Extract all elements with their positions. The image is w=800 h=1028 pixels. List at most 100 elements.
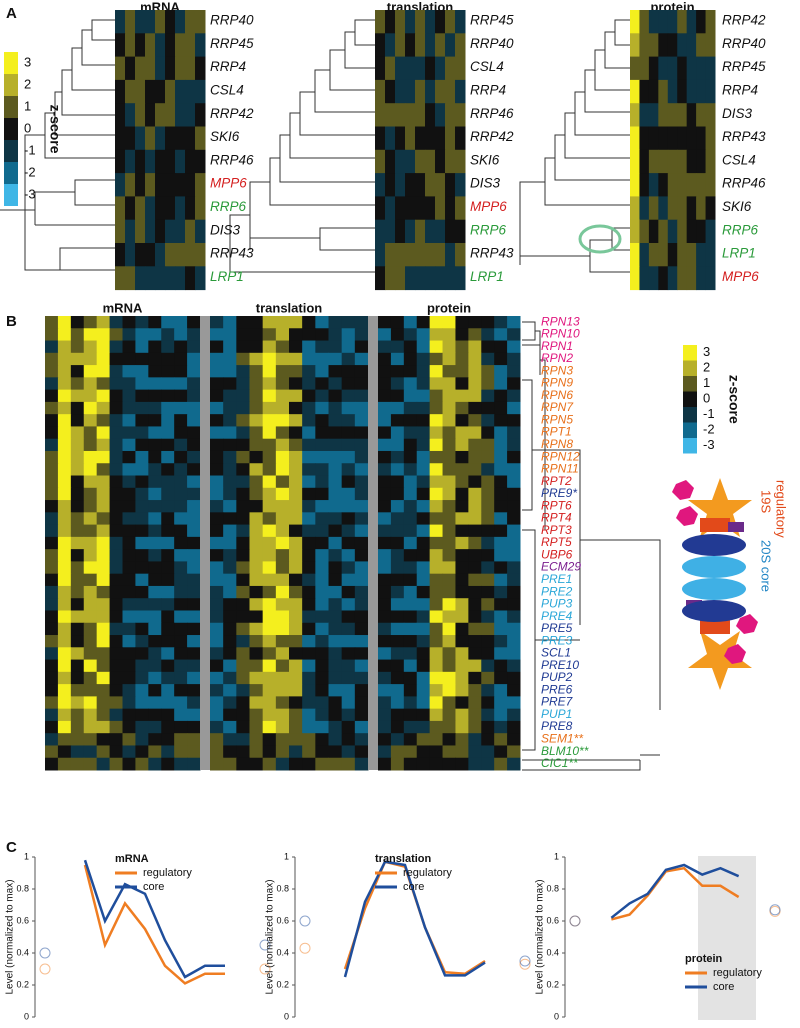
colorbar-label: 2 bbox=[24, 76, 31, 91]
heatmap-cell bbox=[468, 659, 482, 673]
dendrogram bbox=[522, 321, 661, 771]
heatmap-cell bbox=[109, 635, 123, 648]
heatmap-cell bbox=[289, 524, 303, 538]
heatmap-cell bbox=[96, 610, 111, 624]
heatmap-cell bbox=[210, 610, 224, 624]
heatmap-cell bbox=[378, 733, 392, 746]
gene-label: LRP1 bbox=[210, 269, 244, 284]
heatmap-cell bbox=[315, 733, 329, 746]
heatmap-cell bbox=[354, 450, 369, 464]
heatmap-cell bbox=[70, 450, 85, 464]
heatmap-cell bbox=[70, 512, 85, 526]
heatmap-cell bbox=[507, 389, 521, 403]
heatmap-cell bbox=[705, 149, 716, 174]
heatmap-cell bbox=[96, 622, 111, 636]
heatmap-cell bbox=[210, 328, 224, 342]
heatmap-cell bbox=[148, 414, 162, 427]
colorbar-title: z-score bbox=[726, 375, 742, 424]
heatmap-cell bbox=[481, 598, 495, 611]
heatmap-cell bbox=[249, 684, 264, 697]
heatmap-cell bbox=[341, 512, 356, 526]
point bbox=[519, 955, 531, 967]
heatmap-cell bbox=[174, 450, 188, 464]
heatmap-cell bbox=[507, 561, 521, 575]
heatmap-cell bbox=[455, 340, 469, 354]
heatmap-cell bbox=[507, 536, 521, 550]
heatmap-cell bbox=[375, 33, 386, 58]
heatmap-cell bbox=[390, 684, 405, 697]
point bbox=[519, 958, 531, 970]
heatmap-cell bbox=[328, 659, 343, 673]
heatmap-cell bbox=[403, 585, 418, 599]
heatmap-cell bbox=[187, 573, 201, 587]
heatmap-cell bbox=[403, 401, 418, 415]
series-line bbox=[83, 864, 225, 985]
heatmap-cell bbox=[187, 377, 201, 391]
heatmap-cell bbox=[455, 733, 469, 746]
heatmap-cell bbox=[395, 243, 406, 267]
heatmap-cell bbox=[403, 340, 418, 354]
heatmap-cell bbox=[262, 536, 277, 550]
heatmap-cell bbox=[195, 243, 206, 267]
heatmap-cell bbox=[494, 585, 508, 599]
heatmap-cell bbox=[315, 328, 329, 342]
colorbar-swatch bbox=[683, 407, 697, 423]
heatmap-cell bbox=[135, 659, 149, 673]
series-line bbox=[343, 860, 486, 978]
heatmap-cell bbox=[507, 585, 521, 599]
heatmap-cell bbox=[378, 671, 392, 685]
heatmap-cell bbox=[429, 671, 444, 685]
heatmap-cell bbox=[175, 56, 186, 81]
heatmap-cell bbox=[686, 56, 697, 81]
heatmap-cell bbox=[390, 340, 405, 354]
heatmap-cell bbox=[315, 524, 329, 538]
heatmap-cell bbox=[648, 196, 659, 221]
heatmap-cell bbox=[45, 365, 59, 378]
heatmap-cell bbox=[415, 219, 426, 244]
heatmap-cell bbox=[630, 196, 640, 221]
heatmap-cell bbox=[122, 524, 136, 538]
heatmap-cell bbox=[354, 610, 369, 624]
heatmap-cell bbox=[328, 696, 343, 710]
heatmap-cell bbox=[161, 671, 175, 685]
heatmap-cell bbox=[507, 708, 521, 722]
heatmap-cell bbox=[403, 745, 418, 759]
heatmap-cell bbox=[648, 79, 659, 104]
gene-label: SKI6 bbox=[722, 199, 752, 214]
heatmap-cell bbox=[161, 684, 175, 697]
heatmap-cell bbox=[289, 757, 303, 771]
heatmap-cell bbox=[161, 757, 175, 771]
heatmap-cell bbox=[249, 500, 264, 513]
heatmap-cell bbox=[468, 475, 482, 489]
heatmap-cell bbox=[494, 696, 508, 710]
heatmap-cell bbox=[174, 512, 188, 526]
heatmap-cell bbox=[341, 671, 356, 685]
heatmap-cell bbox=[109, 671, 123, 685]
heatmap-cell bbox=[429, 328, 444, 342]
heatmap-cell bbox=[468, 463, 482, 477]
heatmap-cell bbox=[455, 450, 469, 464]
heatmap-cell bbox=[494, 524, 508, 538]
heatmap-cell bbox=[390, 622, 405, 636]
heatmap-cell bbox=[378, 720, 392, 734]
heatmap-cell bbox=[185, 243, 196, 267]
gene-label: CSL4 bbox=[470, 59, 504, 74]
heatmap-cell bbox=[667, 79, 678, 104]
heatmap-cell bbox=[455, 352, 469, 366]
heatmap-cell bbox=[639, 219, 650, 244]
heatmap-cell bbox=[416, 475, 431, 489]
heatmap-cell bbox=[341, 487, 356, 501]
heatmap-cell bbox=[630, 149, 640, 174]
heatmap-cell bbox=[630, 126, 640, 151]
y-tick-label: 0.6 bbox=[16, 915, 29, 925]
heatmap-cell bbox=[122, 328, 136, 342]
y-tick-label: 0 bbox=[554, 1011, 559, 1021]
heatmap-cell bbox=[658, 196, 669, 221]
heatmap-cell bbox=[639, 243, 650, 267]
heatmap-cell bbox=[96, 450, 111, 464]
heatmap-cell bbox=[109, 757, 123, 771]
heatmap-cell bbox=[468, 671, 482, 685]
heatmap-cell bbox=[705, 79, 716, 104]
heatmap-cell bbox=[70, 696, 85, 710]
heatmap-cell bbox=[315, 426, 329, 440]
